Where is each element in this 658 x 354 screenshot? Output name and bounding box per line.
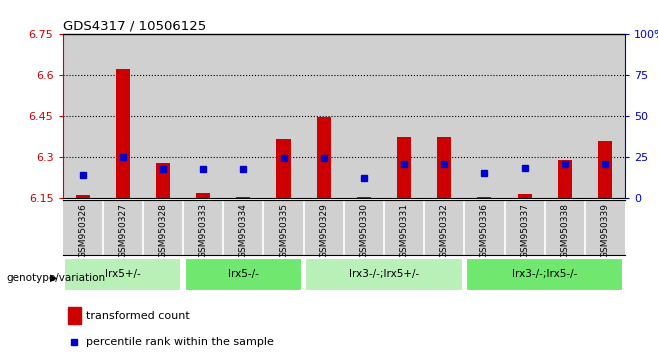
Text: GSM950338: GSM950338 [561,203,569,258]
Bar [316,117,331,198]
Bar [478,197,492,198]
Bar [585,34,625,198]
Text: GDS4317 / 10506125: GDS4317 / 10506125 [63,19,206,33]
Text: GSM950330: GSM950330 [359,203,368,258]
Bar [465,34,505,198]
Text: GSM950338: GSM950338 [561,198,569,253]
Text: GSM950329: GSM950329 [319,203,328,258]
Bar [103,34,143,198]
Text: transformed count: transformed count [86,310,190,321]
Text: GSM950330: GSM950330 [359,198,368,253]
Text: GSM950334: GSM950334 [239,198,248,253]
Bar [343,34,384,198]
Text: ▶: ▶ [51,273,58,283]
Bar [357,197,371,198]
Text: GSM950331: GSM950331 [399,203,409,258]
Text: GSM950339: GSM950339 [601,198,609,253]
Text: GSM950336: GSM950336 [480,203,489,258]
Bar [236,197,251,198]
Text: lrx5-/-: lrx5-/- [228,269,259,279]
Bar [183,34,223,198]
Text: lrx5+/-: lrx5+/- [105,269,141,279]
Bar [63,34,103,198]
FancyBboxPatch shape [185,258,302,291]
Text: genotype/variation: genotype/variation [7,273,106,283]
Text: GSM950327: GSM950327 [118,198,127,253]
Bar [196,193,210,198]
Text: GSM950339: GSM950339 [601,203,609,258]
Text: GSM950336: GSM950336 [480,198,489,253]
Text: GSM950334: GSM950334 [239,203,248,258]
Text: GSM950327: GSM950327 [118,203,127,258]
Text: GSM950335: GSM950335 [279,198,288,253]
Bar [143,34,183,198]
Bar [384,34,424,198]
Bar [397,137,411,198]
Bar [68,307,80,324]
Bar [437,137,451,198]
Text: GSM950333: GSM950333 [199,198,208,253]
Bar [545,34,585,198]
Text: GSM950329: GSM950329 [319,198,328,253]
Text: lrx3-/-;lrx5+/-: lrx3-/-;lrx5+/- [349,269,419,279]
Bar [505,34,545,198]
Bar [558,160,572,198]
Text: GSM950333: GSM950333 [199,203,208,258]
Bar [276,139,291,198]
Text: GSM950337: GSM950337 [520,198,529,253]
Bar [518,194,532,198]
Bar [303,34,343,198]
Text: GSM950335: GSM950335 [279,203,288,258]
FancyBboxPatch shape [305,258,463,291]
Bar [116,69,130,198]
Text: GSM950326: GSM950326 [78,198,87,253]
Text: lrx3-/-;lrx5-/-: lrx3-/-;lrx5-/- [512,269,578,279]
Text: GSM950328: GSM950328 [159,203,168,258]
Text: GSM950328: GSM950328 [159,198,168,253]
FancyBboxPatch shape [64,258,182,291]
Text: GSM950332: GSM950332 [440,198,449,253]
Text: GSM950326: GSM950326 [78,203,87,258]
Bar [223,34,263,198]
Bar [76,195,89,198]
Bar [424,34,465,198]
Text: GSM950331: GSM950331 [399,198,409,253]
Text: GSM950337: GSM950337 [520,203,529,258]
Bar [156,162,170,198]
Bar [598,141,612,198]
Text: GSM950332: GSM950332 [440,203,449,258]
FancyBboxPatch shape [466,258,624,291]
Text: percentile rank within the sample: percentile rank within the sample [86,337,274,347]
Bar [263,34,303,198]
